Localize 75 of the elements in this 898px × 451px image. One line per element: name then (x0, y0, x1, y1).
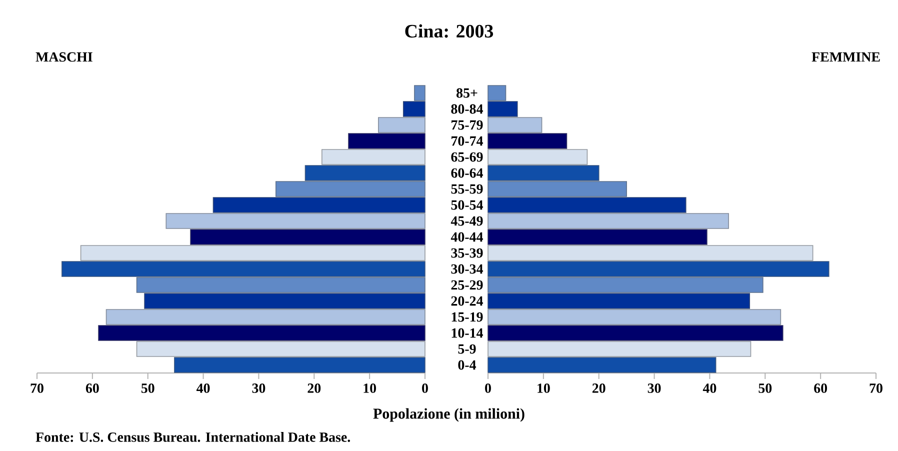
y-tick-label: 35-39 (451, 248, 483, 258)
bar (488, 197, 686, 213)
y-tick-label: 50-54 (451, 200, 484, 210)
bar (166, 213, 426, 229)
bar (488, 181, 627, 197)
x-tick-label: 70 (30, 384, 44, 393)
x-tick-label: 40 (702, 384, 716, 393)
y-tick-label: 40-44 (450, 232, 484, 242)
y-tick-label: 20-24 (451, 296, 484, 306)
x-tick-label: 10 (538, 384, 550, 393)
bar (212, 197, 426, 213)
y-tick-label: 80-84 (451, 104, 484, 114)
x-tick-label: 30 (648, 384, 661, 393)
bar (378, 117, 426, 133)
y-tick-label: 45-49 (450, 216, 483, 226)
bar (174, 357, 426, 373)
y-tick-label: 60-64 (451, 168, 484, 178)
bar (488, 229, 708, 245)
y-tick-label: 15-19 (452, 312, 483, 322)
bar (488, 85, 506, 101)
bar (488, 357, 716, 373)
bar (414, 85, 426, 101)
bar (190, 229, 426, 245)
y-tick-label: 75-79 (452, 120, 483, 130)
y-tick-label: 5-9 (458, 344, 476, 354)
bar (98, 325, 426, 341)
x-tick-label: 20 (592, 384, 606, 393)
text: FEMMINE (812, 52, 880, 62)
x-axis-title: Popolazione (in milioni) (373, 408, 524, 422)
bar (488, 165, 600, 181)
y-tick-label: 10-14 (452, 328, 484, 338)
bar (80, 245, 426, 261)
text: MASCHI (36, 52, 92, 62)
y-tick-label: 65-69 (451, 152, 483, 162)
bar (136, 277, 426, 293)
bar (488, 325, 784, 341)
bar (488, 277, 764, 293)
x-tick-label: 30 (252, 384, 266, 393)
bar (488, 245, 814, 261)
bar (488, 293, 750, 309)
x-tick-label: 40 (196, 384, 210, 393)
bar (106, 309, 426, 325)
bar (275, 181, 426, 197)
x-tick-label: 70 (870, 384, 882, 393)
x-tick-label: 50 (758, 384, 772, 393)
y-tick-label: 70-74 (452, 136, 484, 146)
y-tick-label: 85+ (456, 88, 478, 98)
y-tick-label: 55-59 (451, 184, 483, 194)
x-tick-label: 60 (814, 384, 828, 393)
bar (402, 101, 426, 117)
bar (488, 261, 830, 277)
x-tick-label: 0 (485, 384, 491, 393)
x-tick-label: 0 (422, 384, 428, 393)
bar (304, 165, 426, 181)
x-tick-label: 10 (364, 384, 376, 393)
x-tick-label: 60 (86, 384, 99, 393)
x-tick-label: 20 (308, 384, 321, 393)
bar (488, 101, 518, 117)
bar (488, 309, 782, 325)
y-tick-label: 30-34 (451, 264, 484, 274)
source-note: Fonte: U.S. Census Bureau. International Date Base. (36, 432, 350, 442)
bar (488, 117, 542, 133)
bar (144, 293, 426, 309)
bar (488, 133, 568, 149)
bar (136, 341, 426, 357)
bar (348, 133, 426, 149)
bar (62, 261, 426, 277)
bar (488, 149, 588, 165)
y-tick-label: 25-29 (451, 280, 483, 290)
bar (321, 149, 426, 165)
x-tick-label: 50 (141, 384, 154, 393)
chart-title: Cina: 2003 (405, 24, 494, 38)
y-tick-label: 0-4 (458, 360, 476, 370)
bar (488, 341, 752, 357)
bar (488, 213, 729, 229)
